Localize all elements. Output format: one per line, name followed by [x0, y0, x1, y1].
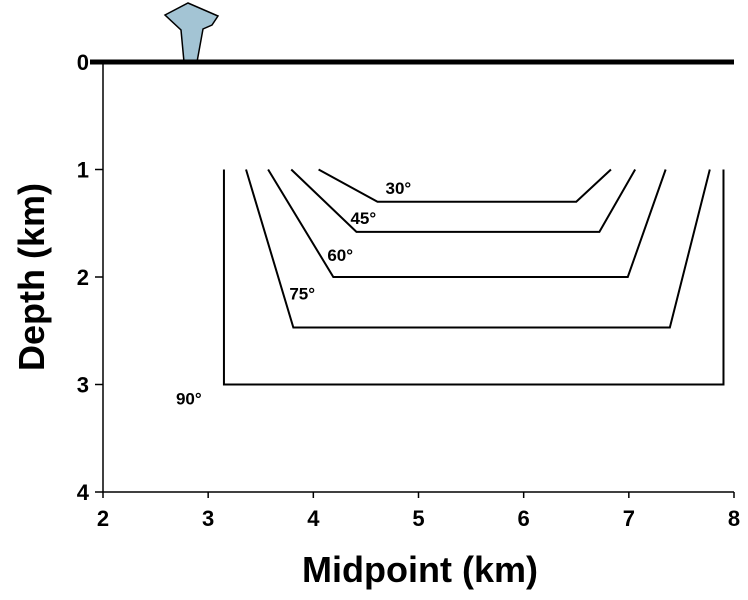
y-axis-title: Depth (km) — [11, 183, 52, 371]
chart: Midpoint (km) Depth (km) 2 3 4 5 6 7 8 0 1 2 3 4 30°… — [0, 0, 748, 600]
x-tick-label: 3 — [202, 506, 214, 531]
angle-label: 60° — [327, 246, 353, 265]
angle-label: 30° — [385, 179, 411, 198]
y-tick-label: 1 — [77, 158, 89, 183]
x-tick-label: 8 — [728, 506, 740, 531]
y-tick-label: 3 — [77, 373, 89, 398]
angle-label: 75° — [289, 285, 315, 304]
y-tick-label: 0 — [77, 50, 89, 75]
angle-line — [319, 170, 611, 202]
x-tick-label: 2 — [97, 506, 109, 531]
source-icon — [165, 3, 218, 62]
x-tick-label: 4 — [307, 506, 320, 531]
angle-label: 45° — [350, 209, 376, 228]
x-tick-label: 5 — [412, 506, 424, 531]
y-tick-label: 2 — [77, 265, 89, 290]
x-tick-label: 7 — [623, 506, 635, 531]
y-tick-label: 4 — [77, 480, 90, 505]
x-axis-title: Midpoint (km) — [302, 549, 538, 590]
angle-label: 90° — [176, 390, 202, 409]
x-tick-label: 6 — [518, 506, 530, 531]
angle-line — [291, 170, 635, 232]
